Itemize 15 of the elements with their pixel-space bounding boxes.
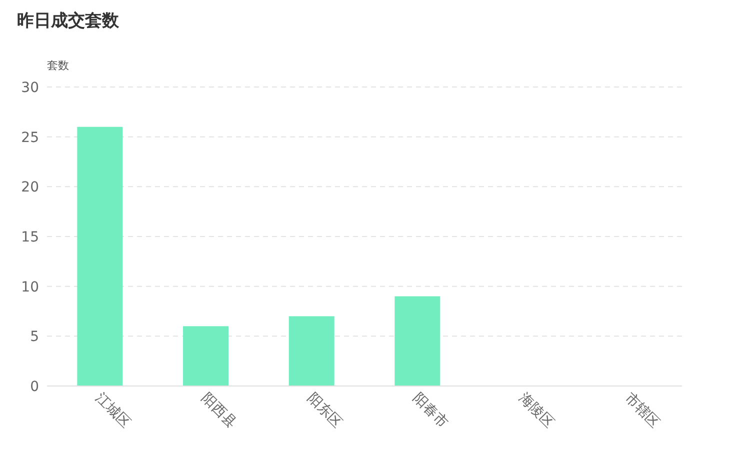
x-tick-label: 阳西县 [198, 390, 240, 432]
y-tick-label: 15 [21, 230, 39, 246]
y-tick-label: 5 [30, 329, 39, 346]
y-tick-label: 0 [30, 379, 39, 395]
x-tick-label: 海陵区 [516, 390, 557, 432]
y-tick-label: 10 [21, 279, 39, 296]
y-tick-label: 25 [21, 130, 39, 146]
x-tick-label: 江城区 [92, 390, 134, 432]
x-tick-label: 阳东区 [304, 390, 346, 432]
x-tick-label: 阳春市 [410, 390, 451, 432]
ylabel: 套数 [47, 59, 69, 72]
y-tick-label: 30 [21, 80, 39, 96]
title: 昨日成交套数 [17, 11, 119, 31]
x-tick-label: 市辖区 [622, 390, 663, 432]
y-tick-label: 20 [21, 180, 39, 196]
